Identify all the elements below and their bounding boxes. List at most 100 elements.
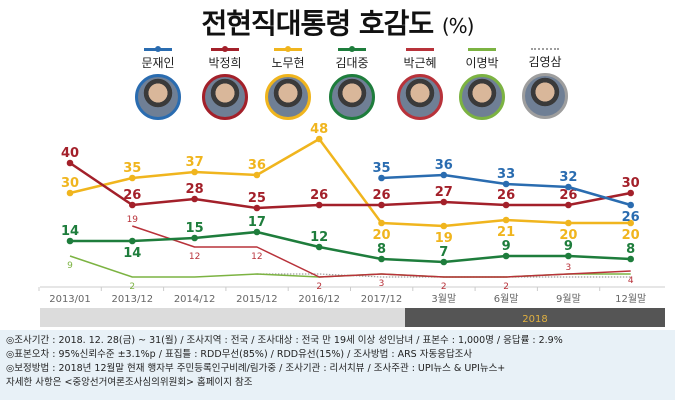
data-label: 30 (61, 176, 79, 191)
data-point (440, 171, 448, 179)
data-label: 20 (372, 228, 390, 243)
portrait-photo (397, 74, 443, 120)
data-point (129, 237, 136, 245)
legend-item: 김영삼 (513, 48, 577, 119)
data-point (502, 201, 510, 209)
data-label: 9 (564, 239, 573, 254)
data-point (129, 174, 136, 182)
legend-item: 김대중 (320, 46, 384, 120)
legend-line (531, 48, 559, 50)
x-tick-label: 2015/12 (236, 294, 278, 305)
data-point (502, 180, 510, 188)
legend-label: 김영삼 (528, 55, 562, 69)
data-point (315, 135, 323, 143)
data-label: 30 (622, 176, 640, 191)
data-point (191, 168, 198, 176)
series-line-3 (70, 230, 631, 264)
data-label: 26 (622, 210, 640, 225)
data-label: 12 (310, 230, 328, 245)
data-label: 9 (502, 239, 511, 254)
note-line: 자세한 사항은 <중앙선거여론조사심의위원회> 홈페이지 참조 (6, 377, 253, 388)
data-point (253, 171, 261, 179)
data-label: 8 (377, 242, 386, 257)
data-label: 36 (435, 158, 453, 173)
legend-label: 문재인 (141, 56, 175, 70)
legend-label: 박근혜 (403, 56, 437, 70)
data-point (66, 237, 74, 245)
data-label: 20 (622, 228, 640, 243)
data-point (129, 201, 136, 209)
data-point (502, 252, 510, 260)
data-point (565, 201, 572, 209)
x-axis-area (40, 287, 665, 308)
note-line: ◎조사기간 : 2018. 12. 28(금) ~ 31(월) / 조사지역 :… (6, 335, 563, 346)
legend-dot (349, 46, 355, 52)
data-point (191, 195, 198, 203)
data-label: 40 (61, 146, 79, 161)
data-label: 3 (566, 263, 572, 273)
data-label: 26 (372, 188, 390, 203)
data-label: 8 (626, 242, 635, 257)
data-label: 2 (316, 282, 322, 292)
data-point (191, 234, 198, 242)
legend-label: 노무현 (271, 56, 305, 70)
portrait-photo (135, 74, 181, 120)
data-label: 15 (186, 221, 204, 236)
data-label: 19 (435, 231, 453, 246)
data-point (627, 189, 634, 197)
x-tick-label: 2017/12 (361, 294, 403, 305)
data-label: 35 (123, 161, 141, 176)
unit-label: (%) (441, 14, 475, 38)
data-label: 14 (123, 246, 141, 261)
legend-label: 박정희 (208, 56, 242, 70)
data-label: 2 (129, 282, 135, 292)
data-label: 12 (251, 252, 262, 262)
note-line: ◎보정방법 : 2018년 12월말 현재 행자부 주민등록인구비례/림가중 /… (6, 363, 506, 374)
x-tick-label: 3월말 (431, 293, 456, 305)
data-point (253, 228, 261, 236)
data-point (378, 174, 385, 182)
data-label: 17 (248, 215, 266, 230)
legend-dot (285, 46, 291, 52)
portrait-photo (329, 74, 375, 120)
data-point (565, 219, 572, 227)
x-tick-label: 2016/12 (298, 294, 340, 305)
data-label: 21 (497, 225, 515, 240)
portrait-photo (522, 73, 568, 119)
chart-title: 전현직대통령 호감도 (%) (0, 2, 675, 42)
data-point (378, 201, 385, 209)
year-band-label: 2018 (522, 314, 547, 325)
period-band (40, 308, 405, 327)
data-point (253, 204, 261, 212)
data-point (627, 201, 634, 209)
data-point (565, 183, 572, 191)
title-text: 전현직대통령 호감도 (201, 7, 435, 40)
x-tick-label: 9월말 (556, 293, 581, 305)
data-label: 33 (497, 167, 515, 182)
x-tick-label: 2014/12 (174, 294, 216, 305)
series-line-1 (69, 161, 631, 210)
data-label: 36 (248, 158, 266, 173)
data-point (315, 201, 323, 209)
series-line-5 (69, 255, 631, 278)
data-label: 32 (559, 170, 577, 185)
legend-dot (155, 46, 161, 52)
data-point (378, 219, 385, 227)
legend-line (144, 46, 172, 52)
data-label: 4 (628, 276, 634, 286)
note-line: ◎표본오차 : 95%신뢰수준 ±3.1%p / 표집틀 : RDD무선(85%… (6, 349, 473, 360)
data-label: 48 (310, 122, 328, 137)
legend-line (274, 46, 302, 52)
legend-line (468, 48, 496, 51)
data-label: 3 (379, 279, 385, 289)
data-point (440, 258, 448, 266)
data-label: 26 (559, 188, 577, 203)
data-label: 37 (186, 155, 204, 170)
data-point (502, 216, 510, 224)
year-band-2018 (405, 308, 665, 327)
x-tick-label: 12월말 (615, 293, 646, 305)
data-label: 19 (127, 215, 139, 225)
legend-dot (222, 46, 228, 52)
data-label: 12 (189, 252, 200, 262)
data-point (627, 255, 634, 263)
